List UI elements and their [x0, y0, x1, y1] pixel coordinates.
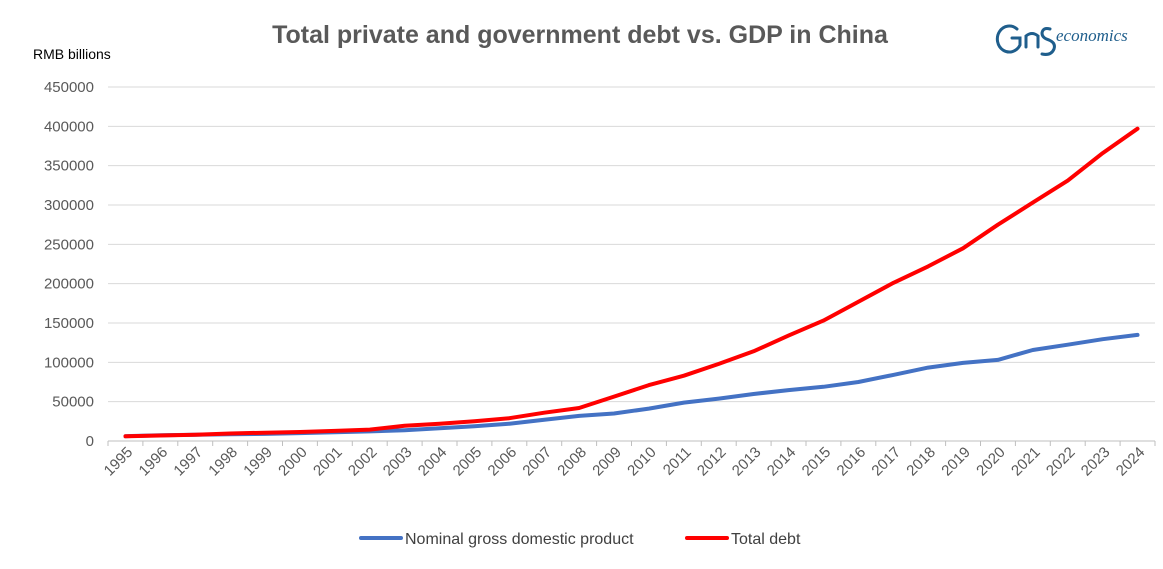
- y-tick-label: 100000: [44, 354, 94, 371]
- legend-label: Nominal gross domestic product: [405, 531, 634, 548]
- x-axis: [107, 440, 1156, 446]
- x-tick-label: 2018: [903, 444, 939, 480]
- x-axis-ticks: 1995 1996 1997 1998 1999 2000 2001 2002 2003 2004…: [101, 444, 1149, 480]
- chart-title: Total private and government debt vs. GD…: [272, 21, 889, 49]
- gridlines: [108, 86, 1155, 403]
- x-tick-label: 2001: [310, 444, 346, 480]
- x-tick-label: 2014: [764, 444, 800, 480]
- y-tick-label: 250000: [44, 236, 94, 253]
- logo: economics: [995, 24, 1128, 56]
- y-tick-label: 0: [86, 433, 94, 450]
- x-tick-label: 2007: [519, 444, 555, 480]
- x-tick-label: 1999: [240, 444, 276, 480]
- y-axis-unit-label: RMB billions: [33, 46, 111, 62]
- y-tick-label: 350000: [44, 158, 94, 175]
- series-line-total-debt: [123, 126, 1140, 439]
- x-tick-label: 2024: [1113, 444, 1149, 480]
- x-tick-label: 2006: [485, 444, 521, 480]
- x-tick-label: 2009: [589, 444, 625, 480]
- x-tick-label: 1997: [170, 444, 206, 480]
- series-lines: [123, 126, 1140, 439]
- series-line-gdp: [123, 332, 1140, 439]
- x-tick-label: 2021: [1008, 444, 1044, 480]
- x-tick-label: 2011: [660, 444, 695, 479]
- y-tick-label: 300000: [44, 197, 94, 214]
- x-tick-label: 2022: [1043, 444, 1079, 480]
- x-tick-label: 2003: [380, 444, 416, 480]
- x-tick-label: 2015: [799, 444, 835, 480]
- x-tick-label: 2002: [345, 444, 381, 480]
- x-tick-label: 2010: [624, 444, 660, 480]
- x-tick-label: 2005: [450, 444, 486, 480]
- x-tick-label: 2004: [415, 444, 451, 480]
- x-tick-label: 2013: [729, 444, 765, 480]
- y-tick-label: 200000: [44, 276, 94, 293]
- x-tick-label: 2019: [938, 444, 974, 480]
- y-axis-ticks: 0 50000 100000 150000 200000 250000 300000 3500…: [44, 79, 94, 450]
- x-tick-label: 2000: [275, 444, 311, 480]
- x-tick-label: 2008: [554, 444, 590, 480]
- x-tick-label: 2017: [868, 444, 904, 480]
- legend: Nominal gross domestic product Total debt: [359, 531, 801, 548]
- y-tick-label: 400000: [44, 118, 94, 135]
- gns-logo-mark: [995, 24, 1056, 56]
- y-tick-label: 150000: [44, 315, 94, 332]
- x-tick-label: 2012: [694, 444, 730, 480]
- legend-label: Total debt: [731, 531, 801, 548]
- y-tick-label: 450000: [44, 79, 94, 96]
- x-tick-label: 1998: [205, 444, 241, 480]
- x-tick-label: 2023: [1078, 444, 1114, 480]
- x-tick-label: 1995: [101, 444, 137, 480]
- x-tick-label: 2016: [834, 444, 870, 480]
- x-tick-label: 1996: [136, 444, 172, 480]
- y-tick-label: 50000: [52, 394, 94, 411]
- logo-text: economics: [1056, 26, 1128, 45]
- x-tick-label: 2020: [973, 444, 1009, 480]
